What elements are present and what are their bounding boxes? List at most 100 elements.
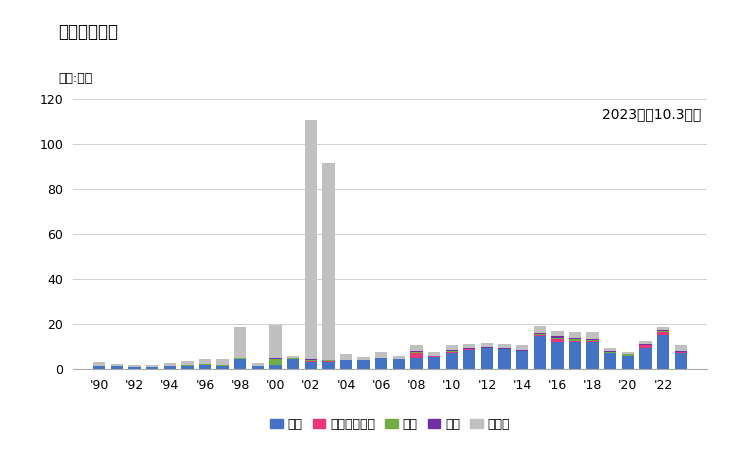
Bar: [146, 367, 158, 369]
Bar: [305, 362, 317, 369]
Bar: [569, 342, 581, 369]
Bar: [639, 341, 652, 344]
Bar: [217, 364, 229, 365]
Bar: [569, 332, 581, 338]
Text: 2023年：10.3トン: 2023年：10.3トン: [601, 107, 701, 121]
Bar: [604, 348, 617, 351]
Bar: [551, 339, 564, 342]
Bar: [269, 359, 281, 364]
Bar: [340, 360, 352, 369]
Bar: [269, 325, 281, 358]
Bar: [463, 348, 475, 349]
Bar: [463, 349, 475, 350]
Bar: [357, 360, 370, 369]
Bar: [639, 344, 652, 346]
Bar: [551, 331, 564, 337]
Bar: [657, 328, 669, 329]
Bar: [534, 335, 546, 337]
Bar: [93, 365, 106, 369]
Bar: [305, 359, 317, 360]
Bar: [586, 339, 599, 340]
Bar: [622, 352, 634, 355]
Bar: [516, 351, 529, 369]
Bar: [674, 352, 687, 353]
Bar: [322, 361, 335, 362]
Bar: [604, 351, 617, 352]
Bar: [146, 365, 158, 367]
Bar: [604, 353, 617, 369]
Bar: [445, 351, 458, 352]
Bar: [322, 163, 335, 360]
Bar: [128, 364, 141, 367]
Bar: [551, 337, 564, 338]
Bar: [569, 338, 581, 339]
Bar: [534, 337, 546, 369]
Text: 単位:トン: 単位:トン: [58, 72, 93, 85]
Bar: [305, 361, 317, 362]
Bar: [322, 360, 335, 361]
Bar: [410, 351, 423, 352]
Bar: [375, 352, 387, 358]
Bar: [393, 359, 405, 369]
Bar: [674, 351, 687, 352]
Bar: [499, 344, 511, 348]
Bar: [569, 341, 581, 342]
Bar: [199, 365, 211, 369]
Bar: [287, 359, 300, 369]
Bar: [305, 360, 317, 361]
Bar: [569, 339, 581, 341]
Bar: [322, 362, 335, 369]
Bar: [480, 348, 493, 369]
Bar: [199, 364, 211, 365]
Bar: [463, 350, 475, 369]
Bar: [410, 352, 423, 353]
Bar: [375, 358, 387, 369]
Bar: [428, 356, 440, 357]
Bar: [199, 360, 211, 364]
Bar: [428, 357, 440, 369]
Bar: [182, 361, 194, 364]
Bar: [269, 358, 281, 359]
Bar: [604, 352, 617, 353]
Bar: [622, 355, 634, 356]
Bar: [586, 332, 599, 339]
Bar: [586, 341, 599, 342]
Bar: [410, 353, 423, 358]
Bar: [111, 364, 123, 366]
Bar: [657, 335, 669, 369]
Bar: [217, 359, 229, 364]
Bar: [586, 340, 599, 341]
Bar: [534, 334, 546, 335]
Bar: [252, 364, 264, 365]
Bar: [357, 357, 370, 360]
Bar: [410, 346, 423, 351]
Bar: [551, 342, 564, 369]
Bar: [269, 364, 281, 369]
Bar: [674, 346, 687, 351]
Bar: [534, 326, 546, 333]
Bar: [287, 358, 300, 359]
Bar: [516, 346, 529, 350]
Bar: [534, 333, 546, 334]
Bar: [480, 346, 493, 348]
Bar: [657, 332, 669, 335]
Bar: [93, 362, 106, 365]
Bar: [586, 342, 599, 369]
Bar: [163, 366, 176, 369]
Bar: [410, 358, 423, 369]
Bar: [111, 366, 123, 369]
Bar: [639, 348, 652, 369]
Bar: [428, 352, 440, 356]
Bar: [639, 346, 652, 348]
Bar: [182, 364, 194, 365]
Bar: [674, 353, 687, 369]
Bar: [445, 353, 458, 369]
Bar: [445, 350, 458, 351]
Bar: [499, 348, 511, 349]
Bar: [128, 367, 141, 369]
Bar: [499, 349, 511, 369]
Bar: [163, 363, 176, 366]
Bar: [657, 329, 669, 331]
Bar: [480, 343, 493, 346]
Bar: [516, 350, 529, 351]
